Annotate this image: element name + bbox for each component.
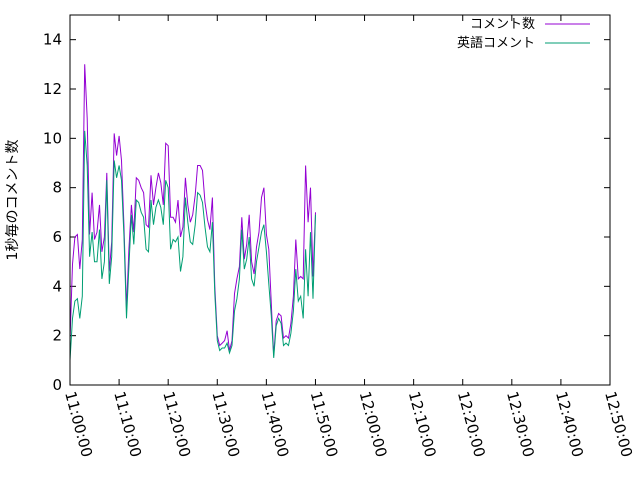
series-layer <box>69 64 316 361</box>
x-tick-label: 12:10:00 <box>405 389 440 459</box>
series-line-2 <box>69 130 316 361</box>
x-tick-label: 11:40:00 <box>257 389 292 459</box>
x-tick-label: 11:50:00 <box>307 389 342 459</box>
y-tick-label: 4 <box>52 277 62 295</box>
y-tick-label: 8 <box>52 179 62 197</box>
x-tick-label: 11:20:00 <box>159 389 194 459</box>
x-tick-label: 11:00:00 <box>61 389 96 459</box>
y-tick-label: 14 <box>43 31 62 49</box>
y-tick-label: 12 <box>43 80 62 98</box>
x-tick-label: 12:40:00 <box>552 389 587 459</box>
x-tick-label: 11:10:00 <box>110 389 145 459</box>
x-axis-ticks: 11:00:00 11:10:00 11:20:00 11:30:00 11:40:00… <box>61 15 636 459</box>
x-tick-label: 12:50:00 <box>601 389 636 459</box>
x-tick-label: 12:20:00 <box>454 389 489 459</box>
legend-label: 英語コメント <box>457 35 535 51</box>
plot-frame <box>69 14 611 386</box>
y-tick-label: 6 <box>52 228 62 246</box>
y-axis-ticks: 0 2 4 6 8 10 12 14 <box>43 31 610 394</box>
x-tick-label: 11:30:00 <box>208 389 243 459</box>
series-line-1 <box>69 64 316 356</box>
x-tick-label: 12:00:00 <box>356 389 391 459</box>
y-tick-label: 10 <box>43 129 62 147</box>
x-tick-label: 12:30:00 <box>503 389 538 459</box>
y-tick-label: 0 <box>52 376 62 394</box>
legend-label: コメント数 <box>470 17 535 32</box>
y-tick-label: 2 <box>52 327 62 345</box>
y-axis-label: 1秒毎のコメント数 <box>5 140 21 261</box>
